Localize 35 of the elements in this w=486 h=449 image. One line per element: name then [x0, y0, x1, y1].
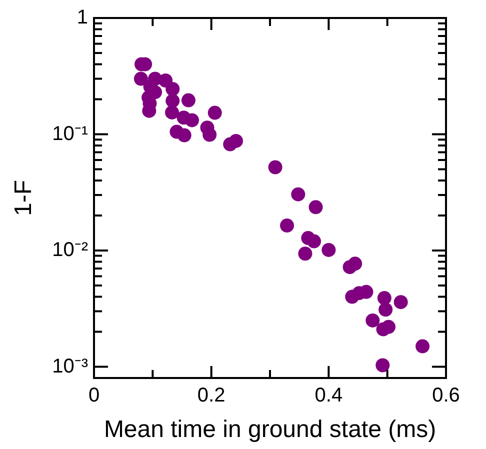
- point: [228, 134, 243, 148]
- x-tick-label: 0: [88, 384, 100, 407]
- point: [166, 82, 180, 96]
- point: [307, 234, 321, 248]
- x-axis-title: Mean time in ground state (ms): [104, 416, 436, 444]
- point: [165, 105, 180, 120]
- x-tick-label: 0.4: [314, 384, 343, 407]
- x-tick-label: 0.2: [197, 384, 226, 407]
- y-tick-label: 1: [76, 6, 88, 29]
- point: [202, 128, 217, 142]
- point: [184, 113, 199, 128]
- point: [298, 246, 312, 261]
- point: [376, 358, 390, 372]
- point: [181, 93, 196, 108]
- y-axis-title: 1-F: [10, 180, 38, 216]
- y-tick-label: 10⁻³: [52, 355, 88, 378]
- x-tick-label: 0.6: [432, 384, 460, 407]
- point: [322, 242, 336, 257]
- point: [166, 94, 180, 108]
- point: [208, 106, 222, 120]
- point: [308, 200, 323, 214]
- point: [291, 187, 306, 202]
- point: [394, 295, 408, 310]
- point: [348, 256, 362, 271]
- y-tick-label: 10⁻¹: [52, 122, 88, 145]
- point: [177, 128, 192, 142]
- point: [268, 160, 282, 174]
- point: [280, 218, 294, 233]
- point: [134, 72, 148, 86]
- point: [377, 291, 392, 306]
- point: [416, 339, 430, 354]
- point: [366, 313, 380, 328]
- point: [378, 302, 393, 317]
- y-tick-label: 10⁻²: [52, 239, 88, 262]
- point: [382, 320, 396, 334]
